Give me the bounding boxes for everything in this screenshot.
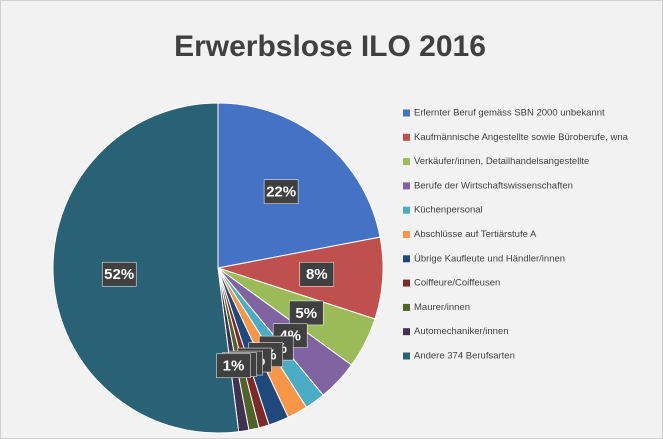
pie-slice (52, 102, 240, 434)
legend-swatch (403, 352, 410, 360)
legend-label: Coiffeure/Coiffeusen (414, 278, 500, 289)
data-label-box (288, 300, 324, 326)
legend-swatch (403, 328, 410, 336)
legend-label: Abschlüsse auf Tertiärstufe A (414, 229, 537, 240)
legend-label: Kaufmännische Angestellte sowie Büroberu… (414, 132, 629, 143)
legend-swatch (403, 255, 410, 263)
data-label: 1% (223, 358, 245, 375)
chart-title: Erwerbslose ILO 2016 (174, 30, 486, 63)
legend-label: Andere 374 Berufsarten (414, 351, 515, 362)
legend-swatch (403, 109, 410, 117)
legend-label: Küchenpersonal (414, 205, 483, 216)
legend-swatch (403, 231, 410, 238)
data-label-box (101, 261, 137, 287)
legend-swatch (403, 303, 410, 311)
data-label: 8% (306, 266, 328, 283)
legend-label: Berufe der Wirtschaftswissenschaften (414, 180, 573, 191)
legend-swatch (403, 182, 410, 190)
pie-slice (217, 102, 381, 269)
legend-swatch (403, 279, 410, 287)
legend-label: Maurer/innen (414, 302, 470, 313)
legend-label: Übrige Kaufleute und Händler/innen (414, 253, 565, 264)
legend-swatch (403, 133, 410, 141)
data-label-box (216, 353, 251, 379)
legend-swatch (403, 206, 410, 214)
legend-label: Verkäufer/innen, Detailhandelsangestellt… (414, 156, 589, 167)
legend-label: Erlernter Beruf gemäss SBN 2000 unbekann… (414, 108, 605, 119)
data-label-box (263, 179, 299, 204)
data-label: 22% (266, 184, 296, 201)
data-label: 52% (104, 266, 134, 283)
data-label: 5% (295, 305, 317, 322)
data-label-box (299, 261, 335, 287)
legend-label: Automechaniker/innen (414, 326, 509, 337)
legend-swatch (403, 158, 410, 166)
